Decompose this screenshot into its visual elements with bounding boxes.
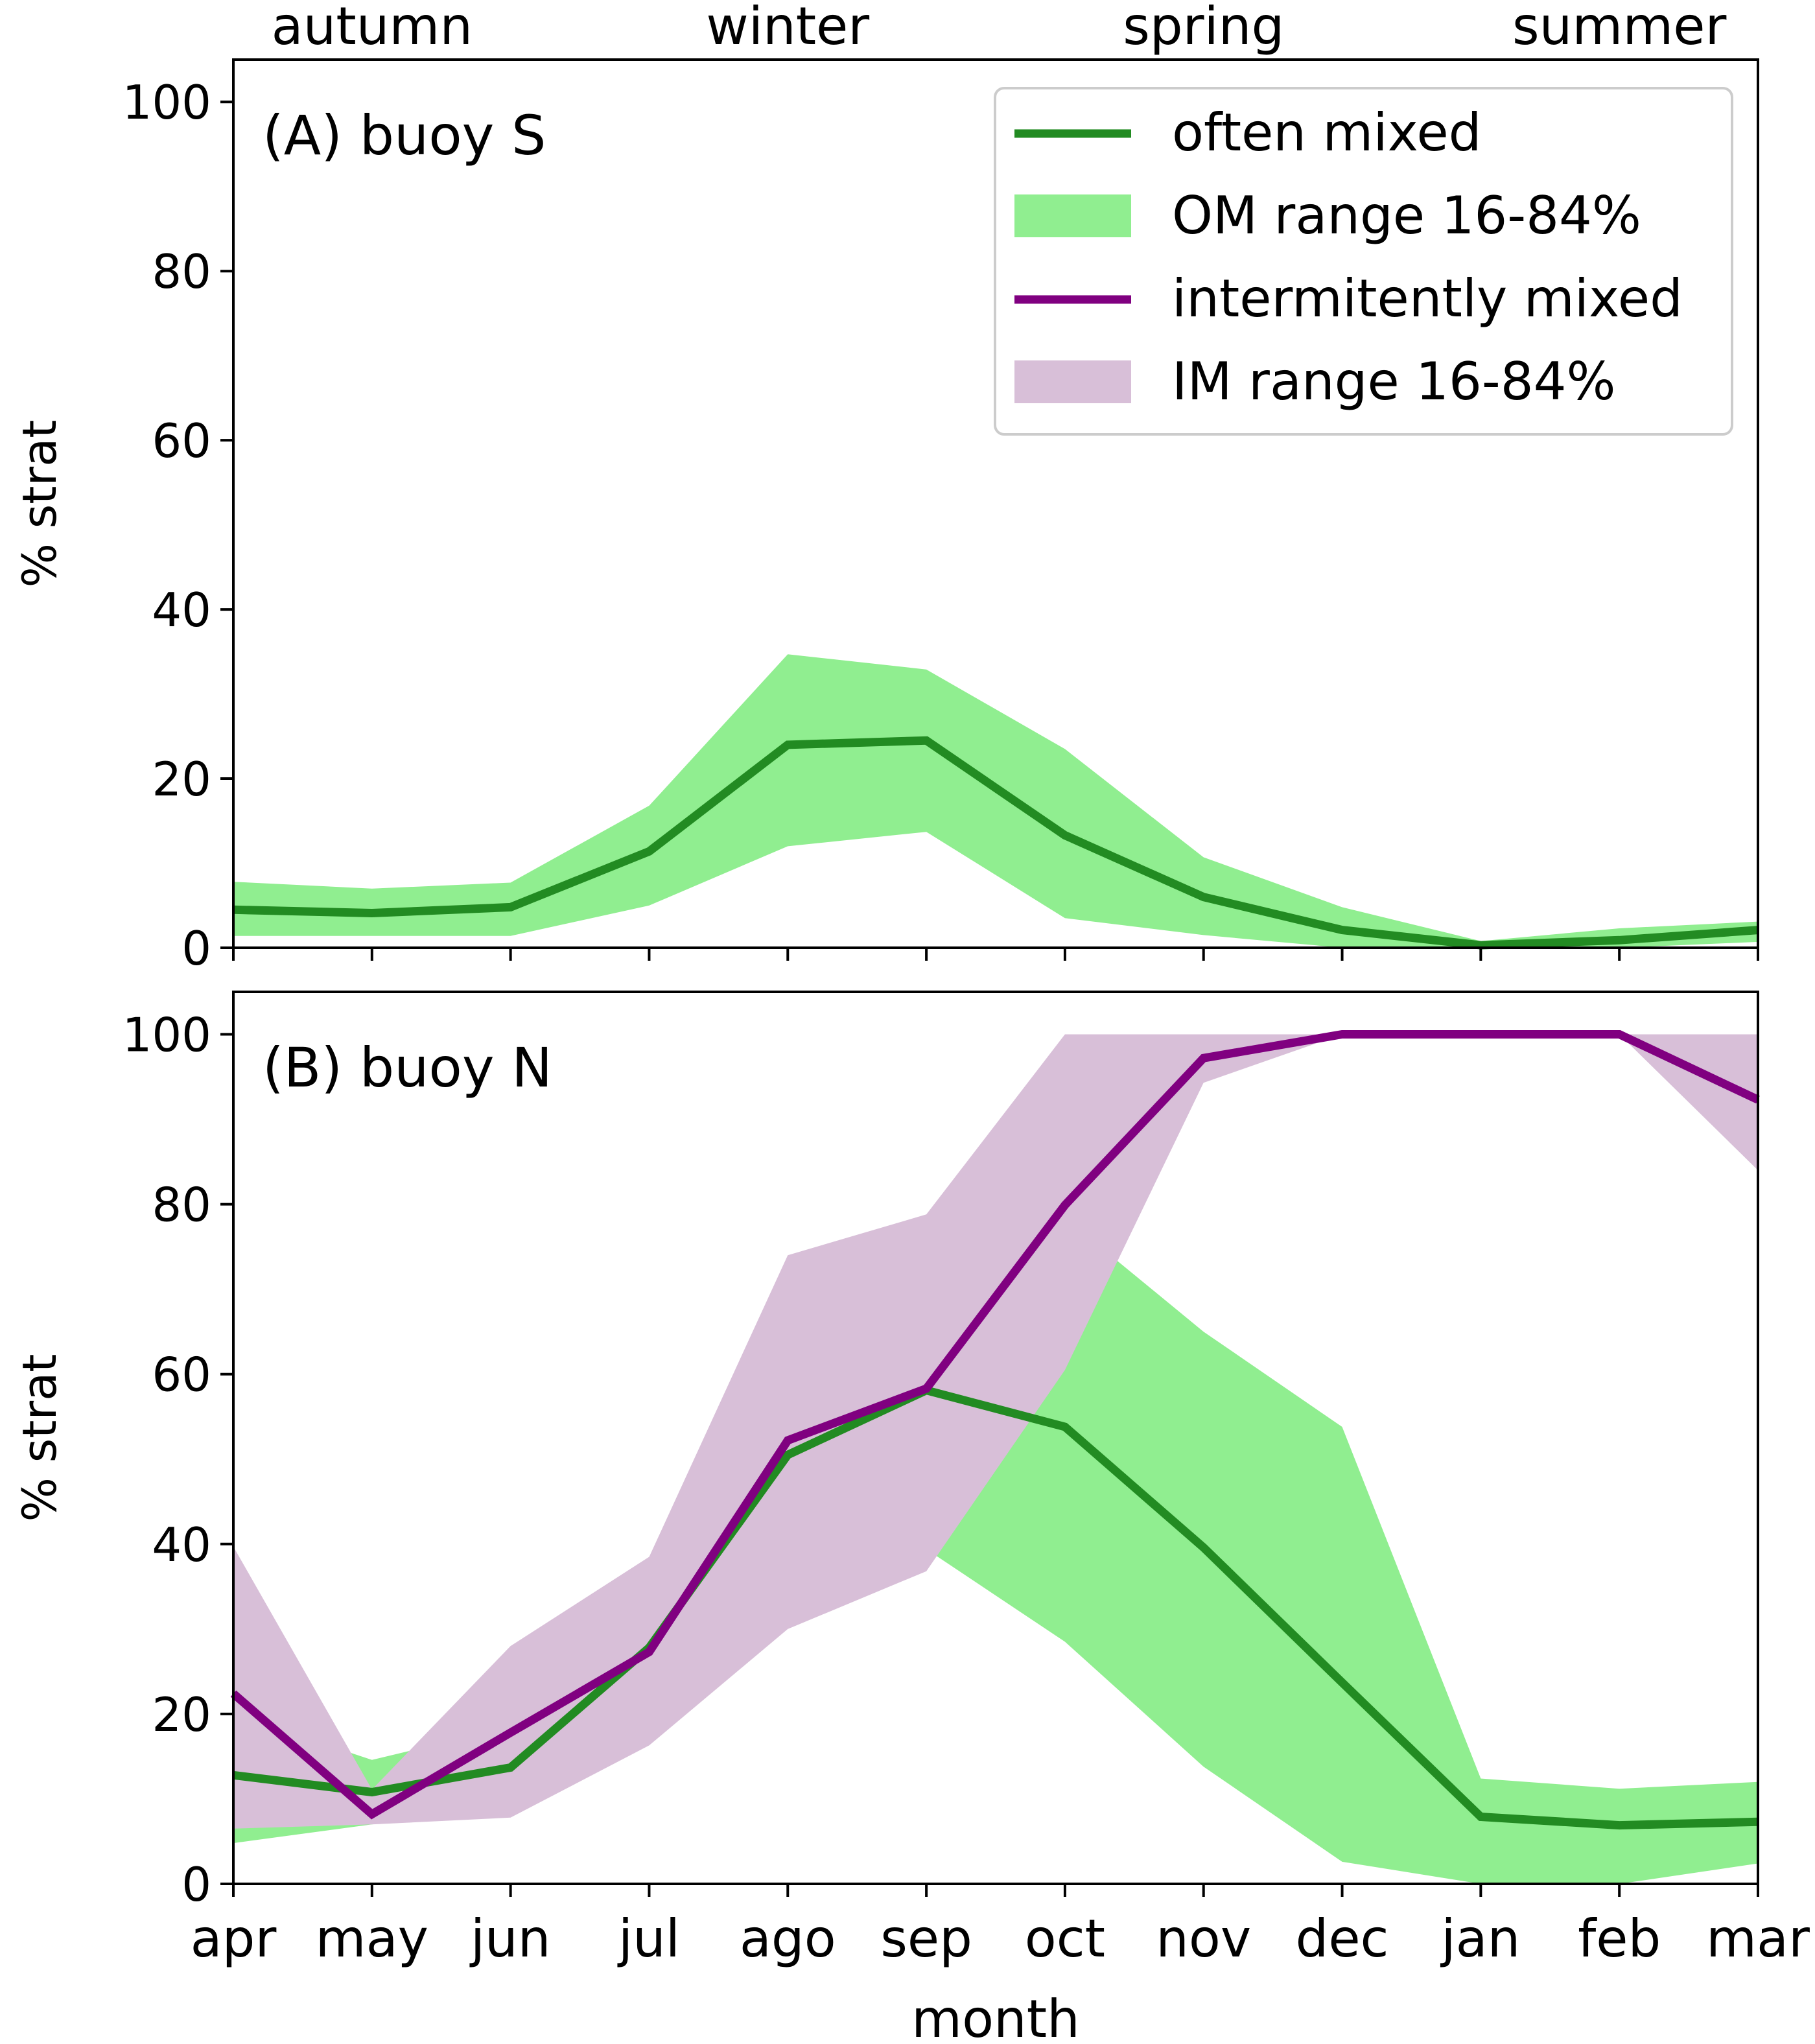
- xtick-label-sep: sep: [880, 1909, 972, 1969]
- legend-label-0: often mixed: [1172, 102, 1481, 163]
- panel-a-ytick-label: 80: [152, 244, 211, 299]
- xtick-label-dec: dec: [1296, 1909, 1389, 1969]
- legend-label-1: OM range 16-84%: [1172, 185, 1641, 246]
- season-label-autumn: autumn: [272, 0, 473, 56]
- season-label-summer: summer: [1512, 0, 1726, 56]
- panel-a-band-0: [233, 654, 1758, 948]
- x-axis-label: month: [911, 1989, 1080, 2044]
- panel-a-ytick-label: 0: [182, 921, 211, 976]
- panel-b-y-ticks: 0 20 40 60 80 100: [123, 1008, 233, 1912]
- xtick-label-may: may: [316, 1909, 428, 1969]
- xtick-label-mar: mar: [1706, 1909, 1810, 1969]
- panel-b-ytick-label: 100: [123, 1008, 211, 1063]
- panel-a-ytick-label: 40: [152, 583, 211, 637]
- legend-swatch-patch-3: [1014, 360, 1131, 403]
- panel-a-y-axis-label: % strat: [12, 420, 67, 588]
- legend-label-2: intermitently mixed: [1172, 268, 1683, 329]
- panel-b-ytick-label: 0: [182, 1857, 211, 1912]
- legend-label-3: IM range 16-84%: [1172, 351, 1616, 412]
- panel-b-buoy-n: 0 20 40 60 80 100 apr may jun jul ago sep oct nov dec…: [12, 991, 1810, 2044]
- legend-box: [994, 87, 1733, 436]
- panel-a-range-bands: [233, 654, 1758, 948]
- panel-b-line-0: [233, 1385, 1759, 1830]
- season-label-spring: spring: [1123, 0, 1284, 56]
- xtick-label-ago: ago: [740, 1909, 836, 1969]
- panel-b-axes-frame: [232, 991, 1759, 1885]
- season-label-winter: winter: [706, 0, 869, 56]
- panel-a-y-ticks: 0 20 40 60 80 100: [123, 75, 233, 976]
- panel-b-line-1: [230, 1030, 1760, 1820]
- xtick-label-nov: nov: [1156, 1909, 1251, 1969]
- legend-swatch-patch-1: [1014, 194, 1131, 237]
- panel-a-axes-frame: [232, 58, 1759, 949]
- xtick-label-jul: jul: [617, 1909, 680, 1969]
- panel-b-ytick-label: 60: [152, 1348, 211, 1402]
- panel-a-ytick-label: 20: [152, 752, 211, 806]
- panel-a-label: (A) buoy S: [263, 104, 546, 167]
- panel-a-series-lines: [233, 736, 1759, 950]
- xtick-label-jan: jan: [1440, 1909, 1520, 1969]
- panel-b-ytick-label: 80: [152, 1178, 211, 1232]
- panel-a-line-0: [233, 736, 1759, 950]
- xtick-label-jun: jun: [469, 1909, 551, 1969]
- panel-b-series-lines: [230, 1030, 1760, 1830]
- xtick-label-apr: apr: [191, 1909, 277, 1969]
- legend: often mixed OM range 16-84% intermitently …: [994, 87, 1733, 436]
- xtick-label-oct: oct: [1025, 1909, 1105, 1969]
- panel-a-season-labels: autumn winter spring summer: [272, 0, 1727, 56]
- panel-a-x-ticks: [232, 948, 1759, 961]
- panel-a-ytick-label: 60: [152, 414, 211, 468]
- panel-a-ytick-label: 100: [123, 75, 211, 130]
- panel-b-x-ticks: apr may jun jul ago sep oct nov dec jan feb mar: [191, 1884, 1810, 1969]
- panel-a-buoy-s: 0 20 40 60 80 100 autumn winter spring summer (A…: [12, 0, 1759, 976]
- panel-b-y-axis-label: % strat: [12, 1354, 67, 1522]
- panel-b-label: (B) buoy N: [263, 1036, 552, 1099]
- xtick-label-feb: feb: [1578, 1909, 1661, 1969]
- panel-b-band-1: [233, 1034, 1758, 1829]
- panel-b-ytick-label: 20: [152, 1687, 211, 1742]
- panel-b-ytick-label: 40: [152, 1518, 211, 1572]
